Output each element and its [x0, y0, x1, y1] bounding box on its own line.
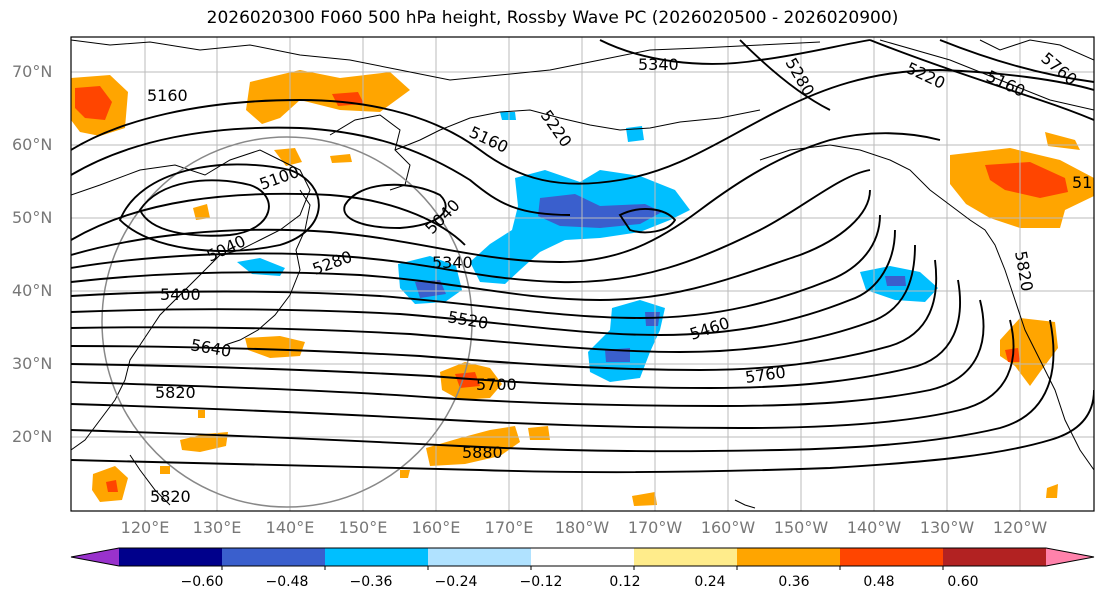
- colorbar-segment: [222, 548, 326, 566]
- lon-label: 130°W: [919, 518, 975, 537]
- colorbar-segment: [531, 548, 635, 566]
- contour-label: 5400: [160, 285, 201, 304]
- height-contours: [71, 39, 1094, 474]
- negative-anomaly-shading: [237, 112, 938, 382]
- contour-label: 5160: [147, 86, 188, 105]
- colorbar-tick-label: −0.12: [519, 574, 563, 590]
- lon-label: 150°E: [338, 518, 388, 537]
- contour-label: 5820: [150, 487, 191, 506]
- colorbar: [70, 547, 1095, 570]
- colorbar-tick-label: 0.36: [778, 574, 810, 590]
- lat-label: 70°N: [12, 62, 53, 81]
- colorbar-tick-label: −0.60: [180, 574, 224, 590]
- contour-label: 5820: [155, 383, 196, 402]
- colorbar-tick-label: 0.12: [609, 574, 641, 590]
- colorbar-tick-label: 0.24: [694, 574, 726, 590]
- lat-label: 40°N: [12, 281, 53, 300]
- colorbar-tick-label: 0.48: [863, 574, 895, 590]
- lon-label: 140°E: [265, 518, 315, 537]
- lon-label: 160°E: [411, 518, 461, 537]
- lat-label: 30°N: [12, 354, 53, 373]
- colorbar-tick-label: −0.36: [349, 574, 393, 590]
- colorbar-outline: [70, 547, 1095, 567]
- colorbar-segment: [840, 548, 944, 566]
- colorbar-extend-low: [71, 548, 119, 566]
- contour-label: 5340: [638, 55, 679, 74]
- lat-label: 60°N: [12, 135, 53, 154]
- colorbar-tick-label: −0.48: [265, 574, 309, 590]
- colorbar-segment: [428, 548, 532, 566]
- lon-label: 130°E: [192, 518, 242, 537]
- lon-label: 120°E: [120, 518, 170, 537]
- colorbar-tick-label: 0.60: [947, 574, 979, 590]
- colorbar-segment: [943, 548, 1047, 566]
- lon-label: 180°W: [554, 518, 610, 537]
- positive-anomaly-shading: [71, 70, 1094, 506]
- colorbar-extend-high: [1046, 548, 1094, 566]
- contour-label: 5340: [432, 253, 473, 272]
- lat-label: 20°N: [12, 427, 53, 446]
- contour-label: 5160: [1072, 173, 1105, 192]
- lat-label: 50°N: [12, 208, 53, 227]
- lon-label: 140°W: [846, 518, 902, 537]
- colorbar-tick-label: −0.24: [434, 574, 478, 590]
- colorbar-segment: [325, 548, 429, 566]
- map-title: 2026020300 F060 500 hPa height, Rossby W…: [206, 8, 899, 28]
- colorbar-segment: [737, 548, 841, 566]
- colorbar-segment: [634, 548, 738, 566]
- lon-label: 170°W: [627, 518, 683, 537]
- contour-label: 5880: [462, 443, 503, 462]
- lon-label: 160°W: [700, 518, 756, 537]
- contour-label: 5700: [476, 375, 517, 394]
- lon-label: 170°E: [484, 518, 534, 537]
- range-circle: [101, 136, 473, 508]
- colorbar-segment: [119, 548, 223, 566]
- map-frame: [70, 36, 1095, 512]
- lon-label: 120°W: [992, 518, 1048, 537]
- lon-label: 150°W: [773, 518, 829, 537]
